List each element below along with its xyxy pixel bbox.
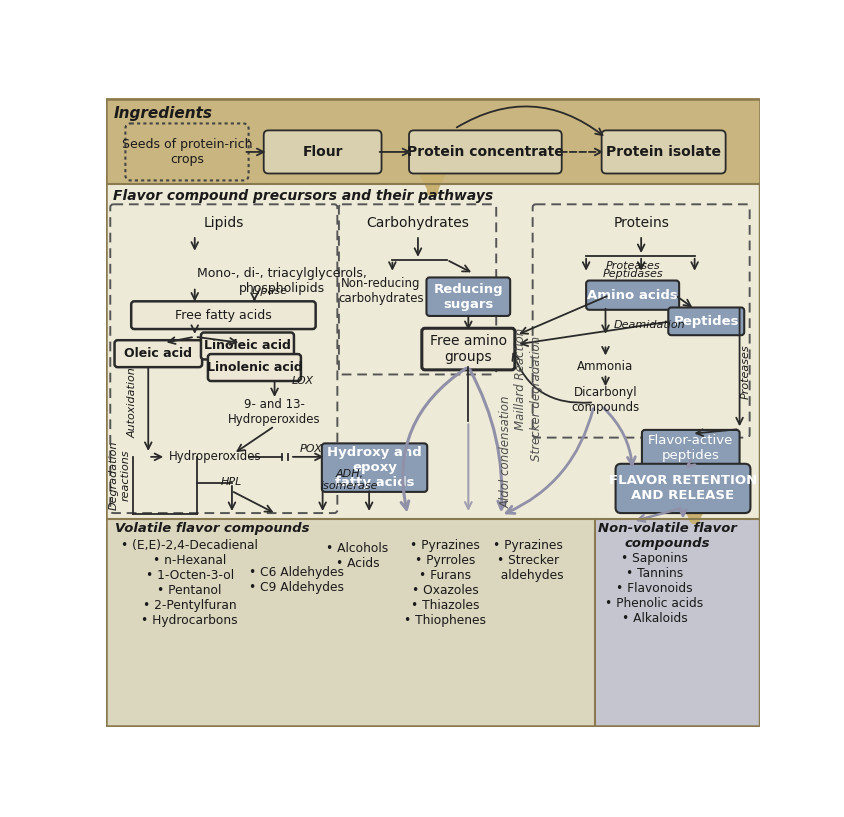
Text: Carbohydrates: Carbohydrates: [366, 216, 468, 230]
FancyBboxPatch shape: [614, 464, 749, 513]
Text: Free fatty acids: Free fatty acids: [175, 309, 272, 322]
Text: ADH,
isomerase: ADH, isomerase: [321, 469, 378, 491]
FancyBboxPatch shape: [201, 333, 294, 359]
FancyBboxPatch shape: [408, 131, 561, 173]
FancyBboxPatch shape: [322, 444, 427, 492]
Text: Reducing
sugars: Reducing sugars: [433, 283, 502, 310]
Text: Strecker degradation: Strecker degradation: [529, 336, 543, 461]
FancyBboxPatch shape: [115, 340, 202, 367]
Text: Protein concentrate: Protein concentrate: [407, 145, 563, 159]
Text: Seeds of protein-rich
crops: Seeds of protein-rich crops: [122, 138, 252, 166]
Text: Hydroperoxides: Hydroperoxides: [169, 450, 262, 463]
FancyBboxPatch shape: [106, 185, 760, 520]
Text: Ammonia: Ammonia: [576, 359, 633, 373]
FancyBboxPatch shape: [263, 131, 381, 173]
Text: HPL: HPL: [220, 476, 241, 486]
Text: Linolenic acid: Linolenic acid: [206, 361, 302, 374]
Text: Linoleic acid: Linoleic acid: [203, 340, 290, 352]
Text: Volatile flavor compounds: Volatile flavor compounds: [115, 522, 309, 535]
FancyBboxPatch shape: [532, 204, 749, 438]
FancyBboxPatch shape: [421, 328, 514, 370]
FancyBboxPatch shape: [208, 354, 300, 381]
Text: Maillard Reaction: Maillard Reaction: [513, 328, 526, 431]
FancyBboxPatch shape: [106, 520, 595, 727]
Text: Peptidases: Peptidases: [602, 269, 663, 279]
Text: Amino acids: Amino acids: [587, 288, 677, 301]
FancyBboxPatch shape: [601, 131, 725, 173]
Text: POX: POX: [299, 444, 322, 454]
Text: Dicarbonyl
compounds: Dicarbonyl compounds: [571, 386, 639, 414]
Text: Flour: Flour: [302, 145, 343, 159]
Text: Non-volatile flavor
compounds: Non-volatile flavor compounds: [597, 522, 736, 551]
FancyBboxPatch shape: [131, 301, 316, 329]
Text: • C6 Aldehydes
• C9 Aldehydes: • C6 Aldehydes • C9 Aldehydes: [249, 566, 344, 594]
Text: • Pyrazines
• Strecker
  aldehydes: • Pyrazines • Strecker aldehydes: [493, 539, 563, 583]
FancyBboxPatch shape: [106, 98, 760, 727]
Text: • Alcohols
• Acids: • Alcohols • Acids: [326, 542, 388, 570]
Text: FLAVOR RETENTION
AND RELEASE: FLAVOR RETENTION AND RELEASE: [609, 475, 756, 502]
FancyBboxPatch shape: [586, 280, 679, 310]
FancyBboxPatch shape: [641, 430, 738, 467]
Text: Proteases: Proteases: [740, 344, 749, 399]
Text: Proteases: Proteases: [604, 261, 659, 271]
Text: • Saponins
• Tannins
• Flavonoids
• Phenolic acids
• Alkaloids: • Saponins • Tannins • Flavonoids • Phen…: [605, 552, 703, 625]
Text: Hydroxy and
epoxy
fatty acids: Hydroxy and epoxy fatty acids: [327, 446, 421, 489]
Text: Flavor-active
peptides: Flavor-active peptides: [647, 435, 733, 462]
Text: Flavor compound precursors and their pathways: Flavor compound precursors and their pat…: [113, 189, 493, 203]
Text: Mono-, di-, triacylglycerols,
phospholipids: Mono-, di-, triacylglycerols, phospholip…: [197, 267, 366, 296]
Text: Peptides: Peptides: [673, 315, 738, 328]
Text: Lipids: Lipids: [203, 216, 243, 230]
Text: LOX: LOX: [291, 376, 313, 386]
Text: Aldol condensation: Aldol condensation: [499, 396, 512, 508]
Text: Lipase: Lipase: [251, 285, 287, 296]
FancyBboxPatch shape: [125, 123, 248, 181]
Text: Ingredients: Ingredients: [113, 105, 212, 121]
Text: Free amino
groups: Free amino groups: [430, 334, 506, 364]
FancyBboxPatch shape: [426, 278, 510, 316]
Text: Deamidation: Deamidation: [613, 320, 684, 330]
Text: • (E,E)-2,4-Decadienal
• n-Hexanal
• 1-Octen-3-ol
• Pentanol
• 2-Pentylfuran
• H: • (E,E)-2,4-Decadienal • n-Hexanal • 1-O…: [121, 539, 257, 627]
Text: 9- and 13-
Hydroperoxides: 9- and 13- Hydroperoxides: [228, 398, 321, 426]
Text: Degradation
reactions: Degradation reactions: [109, 440, 130, 510]
Text: Protein isolate: Protein isolate: [605, 145, 720, 159]
FancyBboxPatch shape: [111, 204, 337, 513]
FancyBboxPatch shape: [668, 307, 744, 335]
Text: Autoxidation: Autoxidation: [127, 367, 138, 438]
Text: Proteins: Proteins: [613, 216, 668, 230]
FancyBboxPatch shape: [338, 204, 495, 374]
FancyBboxPatch shape: [106, 98, 760, 185]
Text: Non-reducing
carbohydrates: Non-reducing carbohydrates: [338, 276, 423, 305]
Text: • Pyrazines
• Pyrroles
• Furans
• Oxazoles
• Thiazoles
• Thiophenes: • Pyrazines • Pyrroles • Furans • Oxazol…: [403, 539, 485, 627]
Text: Oleic acid: Oleic acid: [124, 347, 192, 360]
FancyBboxPatch shape: [595, 520, 760, 727]
